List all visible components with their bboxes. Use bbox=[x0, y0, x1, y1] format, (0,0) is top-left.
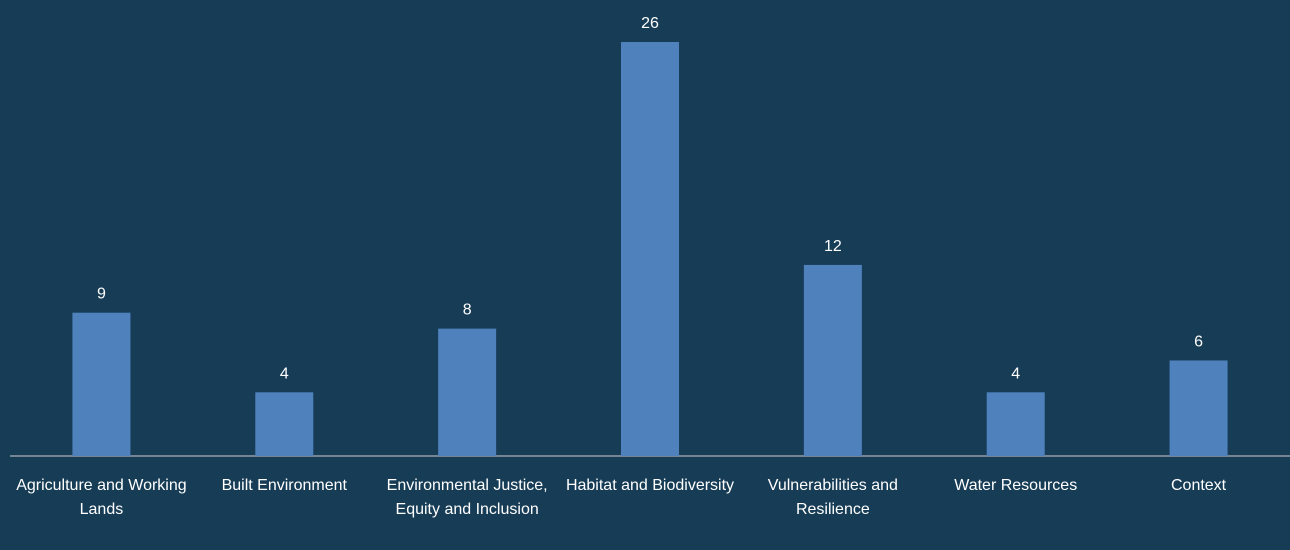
data-label: 4 bbox=[280, 365, 289, 382]
data-label: 8 bbox=[463, 302, 472, 319]
x-tick-label: Context bbox=[1170, 477, 1227, 494]
bar bbox=[72, 312, 131, 456]
data-label: 12 bbox=[824, 238, 842, 255]
x-tick-label: Water Resources bbox=[954, 477, 1078, 494]
x-tick-label: Environmental Justice, Equity and Inclus… bbox=[386, 477, 548, 518]
data-label: 4 bbox=[1011, 365, 1020, 382]
x-tick-label: Built Environment bbox=[221, 477, 347, 494]
data-label: 9 bbox=[97, 286, 106, 303]
data-label: 6 bbox=[1194, 333, 1203, 350]
x-tick-label: Agriculture and Working Lands bbox=[16, 477, 187, 518]
bar bbox=[1169, 360, 1228, 456]
bar bbox=[986, 392, 1045, 456]
bar bbox=[803, 264, 862, 456]
bar bbox=[255, 392, 314, 456]
bar bbox=[621, 42, 679, 456]
data-label: 26 bbox=[641, 15, 659, 32]
x-tick-label: Vulnerabilities and Resilience bbox=[767, 477, 898, 518]
bar bbox=[438, 328, 497, 456]
x-tick-label: Habitat and Biodiversity bbox=[565, 477, 735, 494]
